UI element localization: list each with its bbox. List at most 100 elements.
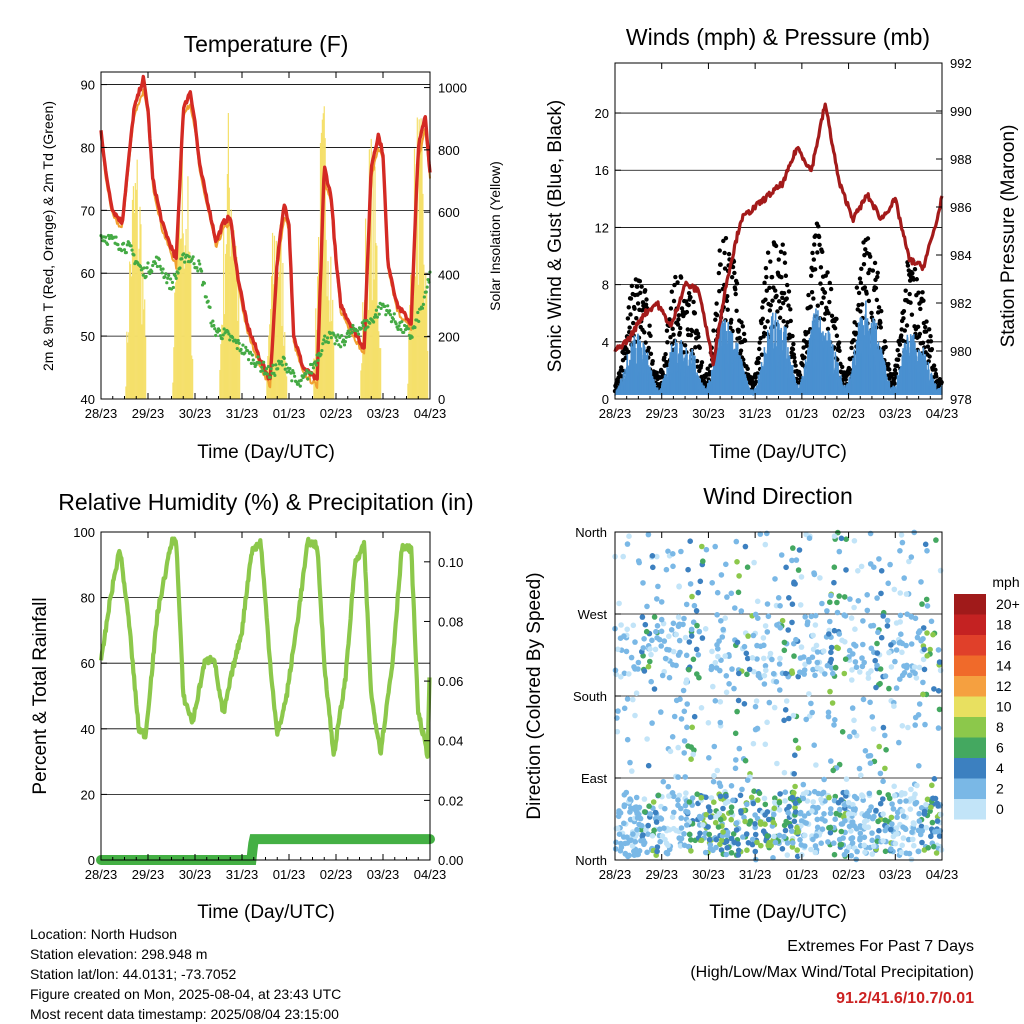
direction-point bbox=[789, 844, 796, 850]
direction-point bbox=[732, 605, 738, 611]
gust-point bbox=[866, 298, 872, 304]
gust-point bbox=[856, 302, 861, 308]
dewpoint-point bbox=[127, 241, 131, 245]
direction-point bbox=[614, 728, 621, 735]
direction-point bbox=[834, 599, 840, 606]
gust-point bbox=[765, 319, 770, 324]
direction-point bbox=[715, 824, 722, 830]
direction-point bbox=[737, 792, 744, 799]
direction-point bbox=[833, 810, 840, 817]
direction-point bbox=[752, 848, 759, 855]
gust-point bbox=[629, 283, 635, 289]
dewpoint-point bbox=[351, 323, 355, 328]
direction-point bbox=[777, 687, 783, 693]
gust-point bbox=[778, 249, 784, 254]
gust-point bbox=[846, 365, 852, 371]
direction-point bbox=[690, 751, 696, 758]
gust-point bbox=[923, 329, 929, 334]
direction-point bbox=[688, 744, 694, 750]
direction-point bbox=[718, 847, 725, 853]
dewpoint-point bbox=[199, 269, 204, 273]
dewpoint-point bbox=[167, 273, 171, 278]
direction-point bbox=[862, 748, 869, 754]
dewpoint-point bbox=[379, 306, 383, 310]
direction-point bbox=[720, 829, 726, 835]
precipitation-line bbox=[96, 834, 435, 865]
direction-point bbox=[629, 843, 636, 849]
direction-point bbox=[795, 567, 802, 573]
gust-point bbox=[867, 254, 873, 259]
dewpoint-point bbox=[214, 333, 218, 338]
direction-point bbox=[821, 811, 827, 817]
temperature-xtick-label: 28/23 bbox=[85, 406, 118, 421]
gust-point bbox=[632, 306, 637, 311]
direction-point bbox=[734, 708, 740, 715]
temperature-ytick-label: 80 bbox=[81, 140, 95, 155]
direction-point bbox=[640, 645, 647, 651]
gust-point bbox=[697, 345, 702, 350]
direction-point bbox=[876, 789, 883, 796]
direction-point bbox=[792, 737, 799, 744]
gust-point bbox=[626, 305, 631, 310]
gust-point bbox=[790, 347, 796, 352]
gust-point bbox=[790, 333, 795, 339]
direction-point bbox=[636, 804, 643, 811]
direction-point bbox=[620, 553, 626, 560]
dewpoint-point bbox=[105, 242, 110, 247]
legend-label: 8 bbox=[996, 719, 1004, 735]
gust-point bbox=[688, 333, 694, 338]
direction-ytick-label: North bbox=[575, 525, 607, 540]
direction-point bbox=[878, 568, 885, 574]
direction-point bbox=[919, 839, 925, 846]
direction-point bbox=[843, 567, 849, 573]
direction-point bbox=[798, 644, 805, 650]
direction-point bbox=[931, 686, 937, 692]
gust-point bbox=[928, 333, 933, 339]
direction-point bbox=[854, 848, 860, 855]
direction-point bbox=[883, 747, 889, 753]
gust-point bbox=[733, 291, 738, 297]
dewpoint-point bbox=[422, 295, 426, 299]
direction-point bbox=[843, 789, 850, 796]
direction-point bbox=[728, 783, 735, 789]
direction-point bbox=[887, 826, 894, 833]
dewpoint-point bbox=[243, 351, 247, 355]
direction-point bbox=[836, 548, 843, 555]
direction-point bbox=[719, 634, 726, 640]
direction-point bbox=[640, 580, 646, 586]
dewpoint-point bbox=[192, 262, 196, 266]
gust-point bbox=[783, 273, 789, 278]
direction-point bbox=[931, 776, 938, 782]
dewpoint-point bbox=[234, 340, 238, 345]
direction-point bbox=[734, 559, 740, 565]
direction-point bbox=[722, 615, 728, 621]
gust-point bbox=[767, 308, 773, 313]
gust-point bbox=[927, 327, 932, 332]
gust-point bbox=[863, 247, 868, 252]
direction-point bbox=[782, 827, 789, 834]
direction-point bbox=[916, 664, 923, 671]
dewpoint-point bbox=[313, 360, 317, 364]
gust-point bbox=[654, 370, 659, 376]
direction-point bbox=[830, 767, 836, 774]
direction-point bbox=[667, 748, 674, 755]
direction-point bbox=[898, 631, 904, 637]
direction-point bbox=[849, 819, 855, 826]
direction-point bbox=[649, 553, 656, 559]
direction-point bbox=[758, 842, 764, 849]
direction-point bbox=[750, 740, 757, 747]
direction-point bbox=[681, 842, 688, 849]
gust-point bbox=[757, 340, 762, 345]
direction-point bbox=[762, 623, 769, 629]
direction-point bbox=[786, 715, 792, 722]
direction-point bbox=[937, 567, 944, 574]
dewpoint-point bbox=[362, 319, 366, 323]
dewpoint-point bbox=[122, 248, 127, 252]
dewpoint-point bbox=[221, 333, 225, 337]
dewpoint-point bbox=[182, 252, 186, 256]
direction-point bbox=[658, 643, 664, 649]
dewpoint-point bbox=[343, 339, 347, 344]
direction-point bbox=[792, 783, 798, 790]
gust-point bbox=[865, 236, 871, 241]
